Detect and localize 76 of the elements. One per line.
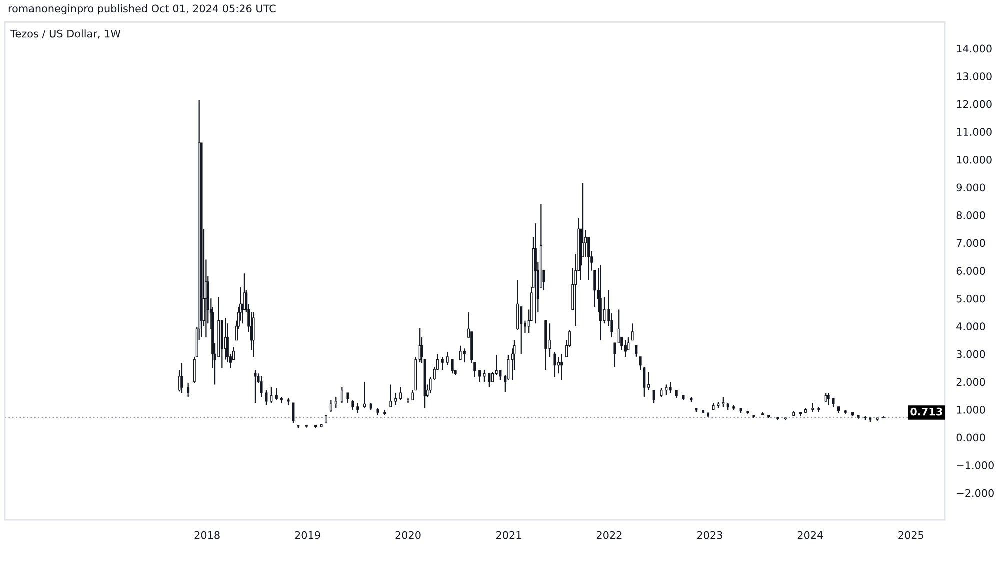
x-tick-label: 2022 <box>596 531 622 540</box>
y-tick-label: 13.000 <box>957 72 992 80</box>
y-tick-label: 14.000 <box>957 44 992 53</box>
candlestick <box>478 369 482 383</box>
candlestick <box>451 359 454 374</box>
candlestick <box>614 342 616 368</box>
candlestick <box>459 345 462 360</box>
y-tick-label: 8.000 <box>956 212 986 220</box>
candlestick <box>441 356 444 371</box>
y-tick-label: 4.000 <box>956 322 986 331</box>
candlestick <box>356 402 360 414</box>
candlestick <box>346 392 350 404</box>
y-tick-label: 0.000 <box>956 434 986 442</box>
candlestick <box>334 396 338 409</box>
y-tick-label: 11.000 <box>957 128 992 136</box>
candlestick <box>665 384 668 396</box>
candlestick <box>618 309 620 344</box>
y-tick-label: −1.000 <box>957 462 994 470</box>
y-tick-label: 9.000 <box>956 184 986 192</box>
y-tick-label: 3.000 <box>956 350 986 358</box>
x-tick-label: 2023 <box>697 531 722 540</box>
candlestick <box>270 386 273 404</box>
candlestick <box>446 351 449 366</box>
candlestick <box>554 351 556 378</box>
x-tick-label: 2020 <box>396 531 421 540</box>
candlestick <box>639 356 642 371</box>
candlestick <box>560 354 564 381</box>
candlestick <box>394 392 398 406</box>
y-tick-label: 2.000 <box>956 378 986 386</box>
candlestick <box>340 386 344 404</box>
candlestick <box>275 388 278 401</box>
y-tick-label: 10.000 <box>957 156 992 164</box>
candlestick <box>499 369 502 381</box>
candlestick <box>364 381 366 409</box>
candlestick <box>400 386 402 401</box>
candlestick <box>488 373 491 388</box>
candlestick <box>631 323 634 341</box>
candlestick <box>492 371 494 383</box>
y-tick-label: −2.000 <box>957 489 994 498</box>
y-tick-label: 5.000 <box>956 294 986 303</box>
x-tick-label: 2019 <box>295 531 320 540</box>
candlestick <box>474 362 476 378</box>
candlestick <box>635 345 638 358</box>
candlestick <box>722 396 725 408</box>
x-tick-label: 2021 <box>496 531 522 540</box>
candlestick <box>624 340 627 358</box>
candlestick <box>520 306 523 355</box>
candlestick <box>254 369 257 404</box>
candlestick <box>412 390 414 401</box>
candlestick <box>669 381 672 394</box>
text: Tezos / US Dollar, 1W <box>10 30 121 39</box>
x-tick-label: 2018 <box>194 531 220 540</box>
x-tick-label: 2025 <box>898 531 924 540</box>
ref-line-label: 0.713 <box>910 408 942 416</box>
candlestick <box>534 223 537 324</box>
candlestick <box>252 312 255 358</box>
y-tick-label: 7.000 <box>956 239 986 248</box>
candlestick <box>260 376 263 398</box>
candlestick <box>330 399 332 413</box>
candlestick <box>827 392 830 406</box>
candlestick <box>648 371 650 391</box>
candlestick <box>463 348 466 364</box>
candlestick <box>187 382 190 398</box>
candlestick <box>558 356 560 374</box>
candlestick <box>652 390 656 404</box>
y-tick-label: 1.000 <box>957 406 986 414</box>
candlestick <box>352 399 354 411</box>
text: romanoneginpro published Oct 01, 2024 05:26 UTC <box>8 4 276 15</box>
candlestick <box>643 366 646 398</box>
x-tick-label: 2024 <box>798 531 824 540</box>
y-tick-label: 12.000 <box>957 100 992 108</box>
candlestick <box>599 264 602 341</box>
candlestick <box>292 402 295 424</box>
candlestick <box>180 362 184 394</box>
y-tick-label: 6.000 <box>956 267 986 275</box>
candlestick <box>390 384 392 408</box>
